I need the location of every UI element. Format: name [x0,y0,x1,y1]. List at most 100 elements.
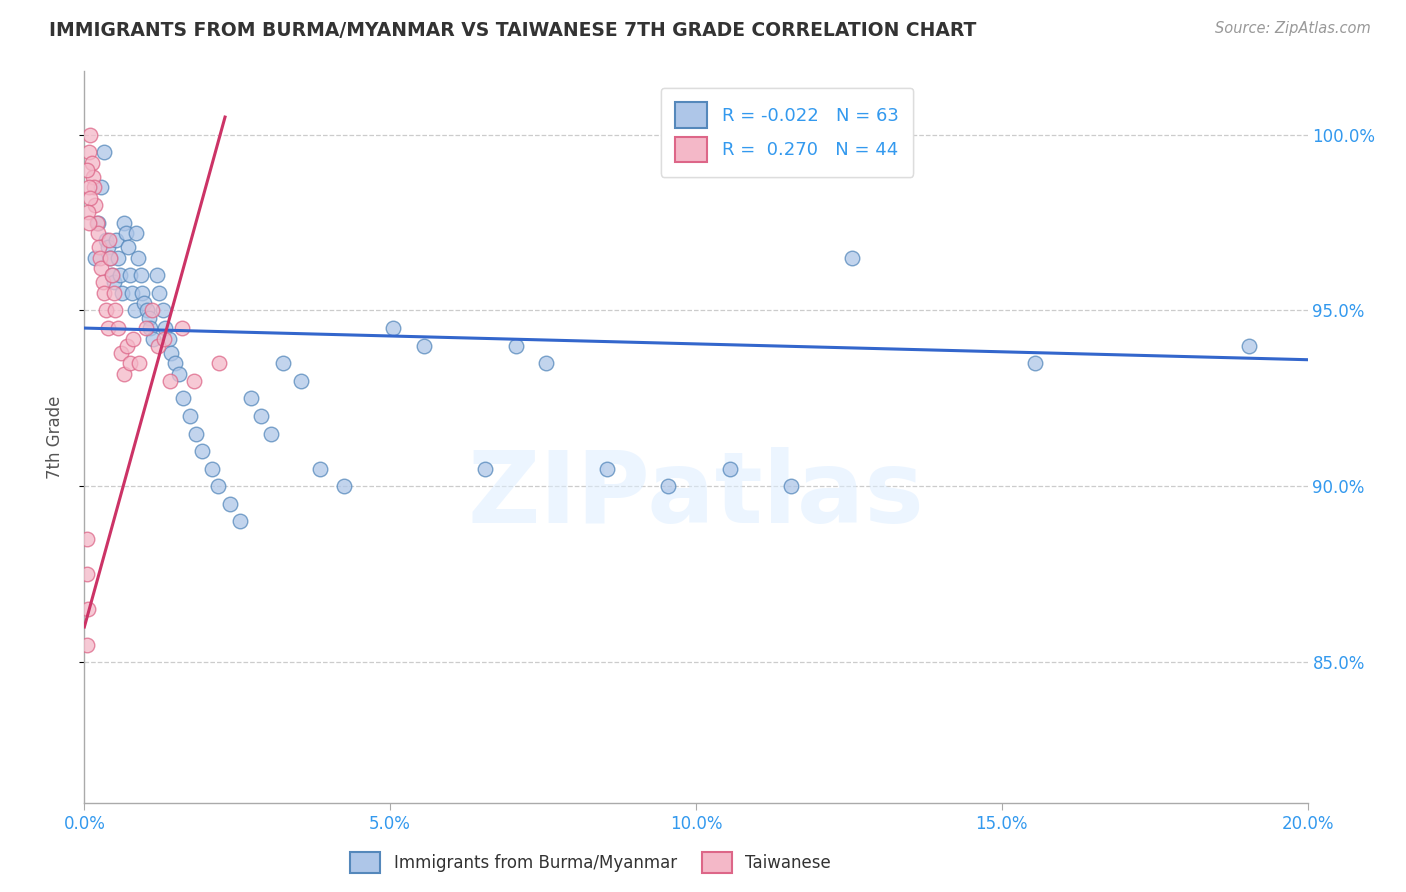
Point [172,321,194,335]
Point [77,602,100,616]
Point [87,216,110,230]
Point [117,240,139,254]
Point [596,461,619,475]
Point [87,240,110,254]
Point [94,303,117,318]
Point [97,233,120,247]
Point [86,216,108,230]
Point [139,321,162,335]
Point [308,461,330,475]
Point [179,409,201,423]
Point [129,268,152,283]
Point [534,356,557,370]
Point [87,226,110,240]
Point [115,226,138,240]
Point [382,321,405,335]
Point [77,180,100,194]
Point [93,145,115,160]
Point [128,356,150,370]
Text: Source: ZipAtlas.com: Source: ZipAtlas.com [1215,21,1371,36]
Point [135,303,157,318]
Text: ZIPatlas: ZIPatlas [468,447,924,544]
Point [97,321,120,335]
Point [77,216,100,230]
Y-axis label: 7th Grade: 7th Grade [45,395,63,479]
Point [101,268,124,283]
Point [77,205,100,219]
Point [239,392,262,406]
Point [125,226,148,240]
Point [172,392,194,406]
Legend: R = -0.022   N = 63, R =  0.270   N = 44: R = -0.022 N = 63, R = 0.270 N = 44 [661,87,914,177]
Point [718,461,741,475]
Point [145,268,167,283]
Point [474,461,496,475]
Point [167,367,190,381]
Point [94,233,117,247]
Point [841,251,863,265]
Point [146,339,169,353]
Point [84,198,107,212]
Point [105,233,128,247]
Point [115,339,138,353]
Point [127,251,149,265]
Point [101,268,124,283]
Legend: Immigrants from Burma/Myanmar, Taiwanese: Immigrants from Burma/Myanmar, Taiwanese [343,846,838,880]
Point [79,128,101,142]
Point [104,303,127,318]
Point [90,261,112,276]
Point [122,332,145,346]
Point [160,345,183,359]
Point [200,461,222,475]
Point [107,321,129,335]
Point [110,345,132,359]
Point [79,191,101,205]
Point [159,374,181,388]
Point [290,374,312,388]
Point [120,268,142,283]
Point [112,367,135,381]
Point [207,479,229,493]
Point [80,155,103,169]
Point [191,444,214,458]
Point [108,268,131,283]
Point [91,276,114,290]
Point [76,532,98,546]
Point [183,374,205,388]
Point [120,356,142,370]
Point [219,497,242,511]
Point [412,339,434,353]
Point [76,162,98,177]
Point [141,303,163,318]
Point [89,251,111,265]
Point [1239,339,1261,353]
Point [76,567,98,582]
Point [98,251,121,265]
Point [103,276,125,290]
Point [184,426,207,441]
Point [121,285,143,300]
Point [163,356,186,370]
Point [148,285,170,300]
Point [135,321,157,335]
Point [77,145,100,160]
Point [208,356,231,370]
Point [333,479,356,493]
Point [82,169,104,184]
Point [505,339,527,353]
Text: IMMIGRANTS FROM BURMA/MYANMAR VS TAIWANESE 7TH GRADE CORRELATION CHART: IMMIGRANTS FROM BURMA/MYANMAR VS TAIWANE… [49,21,977,39]
Point [138,310,160,325]
Point [97,240,120,254]
Point [134,296,156,310]
Point [271,356,294,370]
Point [157,332,180,346]
Point [229,515,252,529]
Point [779,479,801,493]
Point [111,285,134,300]
Point [93,285,115,300]
Point [83,180,105,194]
Point [152,303,174,318]
Point [98,251,121,265]
Point [1024,356,1046,370]
Point [153,332,176,346]
